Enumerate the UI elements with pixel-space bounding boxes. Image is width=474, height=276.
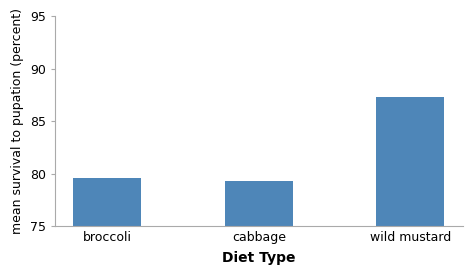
Bar: [376, 97, 444, 276]
X-axis label: Diet Type: Diet Type: [222, 251, 296, 265]
Y-axis label: mean survival to pupation (percent): mean survival to pupation (percent): [11, 8, 24, 234]
Bar: [73, 178, 141, 276]
Bar: [225, 181, 293, 276]
